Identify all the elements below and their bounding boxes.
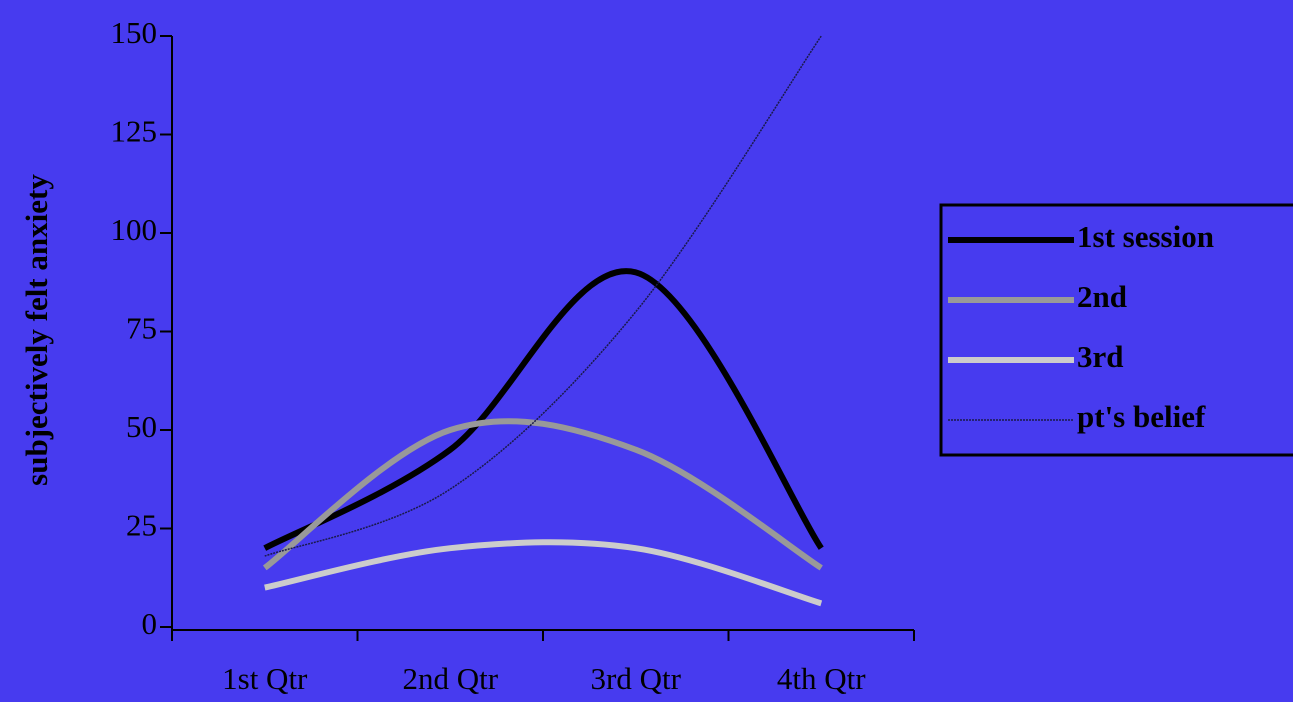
legend-label: pt's belief (1077, 399, 1206, 434)
y-tick-label: 150 (111, 15, 158, 50)
legend-label: 2nd (1077, 279, 1127, 314)
legend-box (939, 203, 1293, 457)
series-line (264, 35, 822, 557)
y-tick-label: 50 (126, 409, 157, 444)
y-tick-label: 0 (142, 606, 158, 641)
y-tick-label: 100 (111, 212, 158, 247)
x-tick-label: 1st Qtr (222, 661, 308, 696)
series-line (263, 268, 824, 551)
series-line (264, 539, 823, 607)
series-line (262, 418, 823, 571)
legend-label: 3rd (1077, 339, 1124, 374)
y-tick-label: 125 (111, 114, 158, 149)
y-axis-label: subjectively felt anxiety (19, 174, 54, 486)
y-tick-label: 25 (126, 508, 157, 543)
x-tick-label: 3rd Qtr (591, 661, 682, 696)
x-tick-label: 4th Qtr (777, 661, 866, 696)
x-tick-label: 2nd Qtr (402, 661, 498, 696)
legend-label: 1st session (1077, 219, 1214, 254)
y-tick-label: 75 (126, 311, 157, 346)
